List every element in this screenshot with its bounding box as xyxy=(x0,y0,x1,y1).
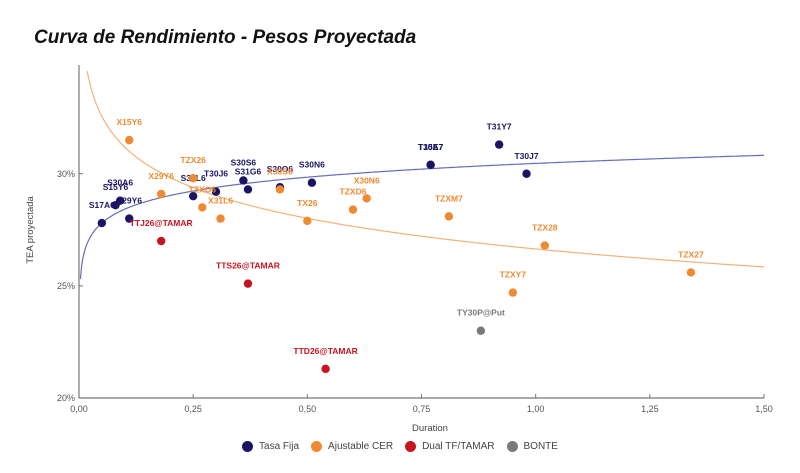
data-label: S30O6 xyxy=(267,164,294,174)
data-point xyxy=(540,241,549,250)
legend-label: BONTE xyxy=(523,441,558,452)
x-tick-label: 0,25 xyxy=(184,404,202,414)
x-axis-label: Duration xyxy=(412,423,448,434)
data-point xyxy=(362,194,371,203)
x-tick-label: 0,50 xyxy=(299,404,317,414)
data-point xyxy=(522,169,531,178)
legend-label: Ajustable CER xyxy=(328,441,394,452)
data-label: S15Y6 xyxy=(103,182,129,192)
data-point xyxy=(494,140,504,149)
data-label: T30J7 xyxy=(514,151,538,161)
legend-label: Dual TF/TAMAR xyxy=(422,441,495,452)
data-label: TTD26@TAMAR xyxy=(293,346,357,356)
data-label: S30S6 xyxy=(231,157,257,167)
legend-item[interactable]: BONTE xyxy=(506,441,558,452)
data-point xyxy=(211,187,221,196)
x-tick-label: 1,50 xyxy=(755,404,773,414)
data-label: X29Y6 xyxy=(148,171,174,181)
data-label: T31Y7 xyxy=(487,122,512,132)
data-label: S17A6 xyxy=(89,200,115,210)
data-point xyxy=(307,178,317,187)
data-point xyxy=(321,364,330,374)
data-label: T30J6 xyxy=(204,169,228,179)
legend-marker-icon xyxy=(506,441,518,452)
data-point xyxy=(188,174,198,183)
legend-item[interactable]: Ajustable CER xyxy=(311,441,393,452)
y-tick-label: 30% xyxy=(57,169,75,179)
data-point xyxy=(275,185,285,194)
data-label: TY30P@Put xyxy=(457,308,505,318)
data-label: T30A7 xyxy=(418,142,444,152)
data-label: X30N6 xyxy=(354,175,380,185)
legend-item[interactable]: Dual TF/TAMAR xyxy=(405,441,495,452)
data-point xyxy=(348,205,358,214)
data-label: S31G6 xyxy=(235,166,262,176)
data-label: TZXY7 xyxy=(500,270,527,280)
data-label: S29Y6 xyxy=(116,196,142,206)
data-label: TTJ26@TAMAR xyxy=(130,218,193,228)
data-points: S17A6S15Y6S30A6S29Y6S31L6T30J6S30S6S31G6… xyxy=(89,117,704,374)
data-label: X31L6 xyxy=(208,196,233,206)
data-point xyxy=(157,189,166,199)
data-point xyxy=(216,214,225,223)
data-label: TZX28 xyxy=(532,223,558,233)
data-label: T15E7 xyxy=(418,142,443,152)
trendlines xyxy=(79,70,765,280)
data-point xyxy=(508,288,518,297)
legend-marker-icon xyxy=(311,441,323,452)
y-tick-label: 25% xyxy=(57,281,75,291)
data-point xyxy=(243,185,253,194)
legend-item[interactable]: Tasa Fija xyxy=(242,441,299,452)
x-tick-label: 0,75 xyxy=(413,404,431,414)
data-point xyxy=(188,191,198,201)
data-label: S30A6 xyxy=(107,178,133,188)
data-point xyxy=(97,218,107,228)
data-label: X15Y6 xyxy=(116,117,142,127)
data-label: TZX26 xyxy=(180,155,206,165)
data-label: TZXD6 xyxy=(340,187,367,197)
legend: Tasa Fija Ajustable CER Dual TF/TAMAR BONTE xyxy=(0,441,800,452)
data-label: TZX27 xyxy=(678,249,704,259)
data-label: TX26 xyxy=(297,198,318,208)
data-point xyxy=(198,203,207,212)
data-label: TZXM7 xyxy=(435,193,463,203)
data-point xyxy=(115,196,125,205)
data-point xyxy=(303,216,312,226)
data-label: S30N6 xyxy=(299,160,325,170)
chart-title: Curva de Rendimiento - Pesos Proyectada xyxy=(34,27,417,48)
legend-marker-icon xyxy=(405,441,417,452)
data-point xyxy=(157,236,166,246)
data-point xyxy=(243,279,253,288)
data-label: TZXO6 xyxy=(189,184,217,194)
x-tick-label: 1,25 xyxy=(641,404,659,414)
data-point xyxy=(426,160,435,169)
data-point xyxy=(125,135,134,145)
trendline-tasa-fija xyxy=(79,154,765,280)
data-point xyxy=(239,176,248,185)
y-tick-label: 20% xyxy=(57,393,75,403)
data-point xyxy=(444,212,454,221)
x-tick-label: 0,00 xyxy=(70,404,88,414)
axes: 0,00 0,25 0,50 0,75 1,00 1,25 1,50 20% 25% 30% xyxy=(57,65,773,414)
legend-marker-icon xyxy=(242,441,254,452)
trendline-ajustable-cer xyxy=(86,70,765,268)
data-label: X30S6 xyxy=(267,166,293,176)
data-point xyxy=(125,214,134,223)
data-point xyxy=(476,326,486,335)
data-label: TTS26@TAMAR xyxy=(216,261,280,271)
legend-label: Tasa Fija xyxy=(259,441,300,452)
data-point xyxy=(686,268,696,277)
y-axis-label: TEA proyectada xyxy=(25,195,36,263)
x-tick-label: 1,00 xyxy=(527,404,545,414)
